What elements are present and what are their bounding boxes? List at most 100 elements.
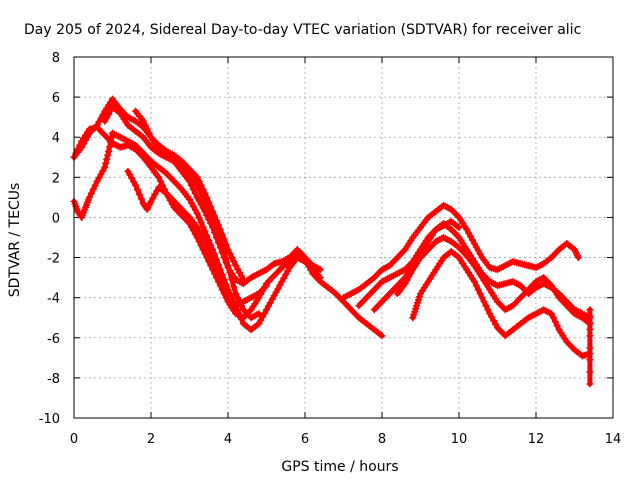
- data-point-interp: [195, 214, 203, 222]
- data-point-interp: [472, 282, 480, 290]
- data-point: [239, 276, 247, 284]
- series-isolated-points: [586, 306, 594, 388]
- data-point-interp: [272, 288, 280, 296]
- data-point-interp: [99, 167, 107, 175]
- data-point-interp: [259, 313, 267, 321]
- y-tick-label: -8: [47, 372, 60, 387]
- y-tick-label: 8: [52, 51, 60, 66]
- data-point-interp: [468, 236, 476, 244]
- data-point-interp: [207, 203, 215, 211]
- series-track-1: [70, 95, 324, 288]
- data-point-interp: [234, 294, 242, 302]
- data-point: [209, 207, 217, 215]
- data-point-interp: [89, 185, 97, 193]
- data-point-interp: [157, 177, 165, 185]
- data-point-interp: [197, 218, 205, 226]
- data-point-interp: [586, 312, 594, 320]
- series-track-2: [70, 123, 386, 340]
- data-point: [316, 266, 324, 274]
- data-point-interp: [103, 155, 111, 163]
- data-point: [232, 290, 240, 298]
- data-point: [232, 262, 240, 270]
- data-point-interp: [403, 276, 411, 284]
- data-point: [124, 167, 132, 175]
- data-point-interp: [405, 273, 413, 281]
- data-point: [105, 147, 113, 155]
- data-point: [547, 310, 555, 318]
- data-point-interp: [130, 178, 138, 186]
- x-tick-label: 2: [147, 432, 155, 447]
- data-point-interp: [586, 368, 594, 376]
- data-point-interp: [228, 276, 236, 284]
- data-point-interp: [97, 170, 105, 178]
- data-point-interp: [226, 269, 234, 277]
- axis-ticks: 0 2 4 6 8 10 12 14 -10 -8 -6 -4 -2 0 2 4 6 8: [39, 51, 622, 447]
- data-point-interp: [237, 272, 245, 280]
- data-point: [470, 278, 478, 286]
- data-point-interp: [199, 234, 207, 242]
- data-point-interp: [492, 320, 500, 328]
- data-point-interp: [586, 325, 594, 333]
- data-point: [586, 332, 594, 340]
- data-point: [255, 320, 263, 328]
- data-point-interp: [76, 141, 84, 149]
- data-point-interp: [553, 322, 561, 330]
- data-point-interp: [137, 195, 145, 203]
- data-point: [263, 282, 270, 290]
- data-point-interp: [218, 282, 226, 290]
- data-point-interp: [222, 290, 230, 298]
- series-track-5: [101, 103, 263, 322]
- data-point-interp: [197, 230, 205, 238]
- data-point: [201, 189, 209, 197]
- y-tick-label: -2: [47, 252, 60, 267]
- y-tick-label: 6: [52, 91, 60, 106]
- data-point-interp: [205, 248, 213, 256]
- data-point-interp: [151, 190, 159, 198]
- data-point-interp: [480, 298, 488, 306]
- data-point-interp: [203, 243, 211, 251]
- data-point: [193, 173, 201, 181]
- data-point-interp: [472, 243, 480, 251]
- data-point-interp: [102, 159, 110, 167]
- data-point: [209, 258, 217, 266]
- data-point-interp: [107, 138, 115, 146]
- data-point-interp: [203, 194, 211, 202]
- data-point-interp: [134, 186, 142, 194]
- data-point: [85, 193, 93, 201]
- data-point-interp: [230, 283, 238, 291]
- data-point-interp: [236, 269, 244, 277]
- data-series: [70, 95, 594, 388]
- y-tick-label: 2: [52, 171, 60, 186]
- x-axis-title: GPS time / hours: [281, 459, 398, 475]
- data-point: [193, 209, 201, 217]
- data-point: [586, 380, 594, 388]
- data-point-interp: [220, 286, 228, 294]
- plot-frame: [73, 56, 614, 419]
- series-track-10: [409, 248, 594, 360]
- data-point: [463, 225, 471, 233]
- data-point-interp: [105, 110, 113, 118]
- data-point: [316, 274, 324, 282]
- grid: [74, 57, 613, 418]
- data-point: [224, 262, 232, 270]
- data-point-interp: [230, 258, 238, 266]
- data-point-interp: [211, 263, 219, 271]
- data-point-interp: [476, 250, 484, 258]
- data-point-interp: [197, 200, 205, 208]
- data-point-interp: [197, 242, 205, 250]
- data-point-interp: [237, 315, 245, 323]
- data-point: [574, 254, 582, 262]
- data-point-interp: [276, 281, 284, 289]
- data-point-interp: [284, 267, 292, 275]
- data-point-interp: [474, 286, 482, 294]
- data-point-interp: [482, 302, 490, 310]
- data-point-interp: [145, 129, 153, 137]
- data-point-interp: [488, 313, 496, 321]
- data-point-interp: [91, 181, 99, 189]
- series-track-3: [70, 129, 324, 334]
- data-point-interp: [484, 306, 492, 314]
- data-point-interp: [586, 356, 594, 364]
- data-point-interp: [106, 143, 114, 151]
- data-point: [478, 294, 486, 302]
